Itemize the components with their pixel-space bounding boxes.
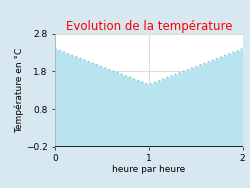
Title: Evolution de la température: Evolution de la température [66,20,232,33]
X-axis label: heure par heure: heure par heure [112,165,186,174]
Y-axis label: Température en °C: Température en °C [15,48,24,133]
